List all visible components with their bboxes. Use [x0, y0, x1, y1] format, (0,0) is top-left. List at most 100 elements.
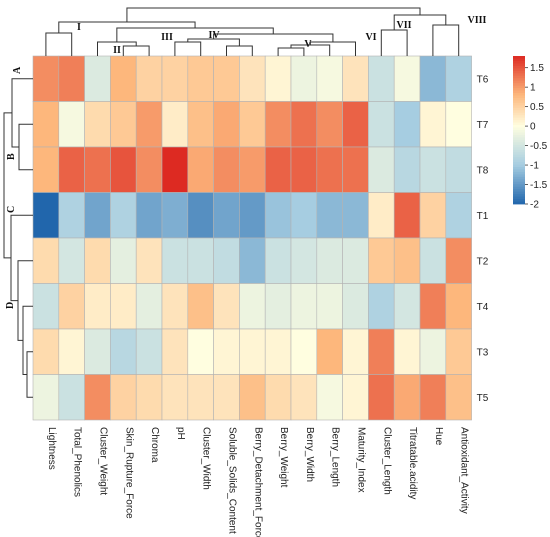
dendrogram-branch	[116, 27, 274, 42]
heatmap-cell-T1-Berry_Width	[290, 192, 318, 239]
legend-color-step	[513, 181, 525, 185]
column-label: Berry_Width	[304, 427, 315, 482]
heatmap-cell-T2-Cluster_Weight	[84, 237, 111, 284]
heatmap-cell-T8-Total_Phenolics	[58, 146, 85, 193]
legend-color-step	[513, 199, 525, 202]
heatmap-cell-T5-Antioxidant_Activity	[445, 374, 472, 421]
heatmap-cell-T1-Berry_Weight	[264, 192, 292, 239]
row-label: T1	[477, 211, 489, 222]
legend-color-step	[513, 117, 525, 121]
row-dendrogram	[3, 78, 33, 398]
heatmap-cell-T6-Soluble_Solids_Content	[213, 55, 240, 102]
legend-color-step	[513, 149, 525, 153]
heatmap-cell-T6-Cluster_Width	[187, 55, 214, 102]
column-label: pH	[175, 427, 186, 440]
column-cluster-label: VI	[365, 32, 376, 43]
row-label: T8	[477, 165, 489, 176]
heatmap-cell-T7-Cluster_Weight	[84, 101, 111, 148]
column-cluster-label: I	[77, 22, 81, 33]
heatmap-cell-T7-Berry_Weight	[264, 101, 292, 148]
legend-color-step	[513, 171, 525, 175]
heatmap-cell-T6-Cluster_Length	[368, 55, 395, 102]
legend-color-step	[513, 179, 525, 183]
legend-tick-label: 1	[530, 83, 536, 94]
legend-color-step	[513, 137, 525, 141]
column-label: Cluster_Length	[381, 427, 392, 495]
heatmap-cell-T3-pH	[161, 328, 189, 375]
heatmap-cell-T5-Lightness	[32, 374, 60, 421]
dendrogram-branch	[380, 29, 408, 56]
column-label: Berry_Detachment_Force	[252, 427, 263, 537]
heatmap-cell-T2-pH	[161, 237, 189, 284]
heatmap-cell-T5-Soluble_Solids_Content	[213, 374, 240, 421]
legend-color-step	[513, 189, 525, 193]
legend-color-step	[513, 157, 525, 160]
heatmap-cell-T4-Chroma	[135, 283, 163, 330]
heatmap-cell-T3-Berry_Length	[316, 328, 343, 375]
legend-color-step	[513, 169, 525, 173]
heatmap-cell-T6-Berry_Detachment_Force	[239, 55, 266, 102]
column-cluster-label: III	[161, 32, 173, 43]
heatmap-cell-T3-Maturity_Index	[342, 328, 369, 375]
legend-color-step	[513, 154, 525, 158]
heatmap-cell-T4-Berry_Detachment_Force	[239, 283, 266, 330]
legend-color-step	[513, 105, 525, 109]
legend-color-step	[513, 115, 525, 119]
heatmap-cell-T6-Cluster_Weight	[84, 55, 111, 102]
heatmap-cell-T8-Berry_Width	[290, 146, 318, 193]
legend-color-step	[513, 139, 525, 143]
legend-color-step	[513, 159, 525, 163]
legend-tick-label: -2	[530, 200, 539, 211]
legend-color-step	[513, 164, 525, 168]
row-label: T2	[477, 256, 489, 267]
heatmap-cell-T4-Skin_Rupture_Force	[110, 283, 137, 330]
heatmap-cell-T5-Chroma	[135, 374, 163, 421]
heatmap-cell-T5-Maturity_Index	[342, 374, 369, 421]
heatmap-cell-T4-Soluble_Solids_Content	[213, 283, 240, 330]
legend-color-step	[513, 83, 525, 86]
heatmap-cell-T6-Hue	[419, 55, 447, 102]
dendrogram-branch	[22, 305, 33, 375]
legend-color-step	[513, 174, 525, 178]
column-labels: Lightness Total_Phenolics Cluster_Weight Sk…	[46, 427, 470, 537]
heatmap-cell-T7-Berry_Length	[316, 101, 343, 148]
heatmap-cell-T7-Maturity_Index	[342, 101, 369, 148]
column-cluster-label: V	[304, 39, 312, 50]
heatmap-cell-T8-Berry_Detachment_Force	[239, 146, 266, 193]
row-cluster-label: D	[5, 302, 16, 309]
heatmap-cell-T2-Berry_Weight	[264, 237, 292, 284]
heatmap-cell-T3-Berry_Weight	[264, 328, 292, 375]
row-label: T5	[477, 393, 489, 404]
heatmap-cell-T6-Skin_Rupture_Force	[110, 55, 137, 102]
heatmap-cell-T8-Berry_Weight	[264, 146, 292, 193]
heatmap-cell-T8-Cluster_Weight	[84, 146, 111, 193]
legend-color-step	[513, 102, 525, 106]
column-label: Soluble_Solids_Content	[227, 427, 238, 534]
heatmap-cell-T2-Maturity_Index	[342, 237, 369, 284]
heatmap-cell-T6-pH	[161, 55, 189, 102]
heatmap-cell-T8-Chroma	[135, 146, 163, 193]
dendrogram-branch	[213, 33, 334, 42]
heatmap-cell-T5-Titratable.acidity	[393, 374, 421, 421]
dendrogram-branch	[277, 47, 305, 56]
heatmap-cell-T4-Berry_Width	[290, 283, 318, 330]
legend-color-step	[513, 70, 525, 74]
legend-color-step	[513, 186, 525, 190]
legend-color-step	[513, 80, 525, 84]
heatmap-cell-T6-Antioxidant_Activity	[445, 55, 472, 102]
heatmap-cell-T1-Chroma	[135, 192, 163, 239]
heatmap-cell-T8-Cluster_Width	[187, 146, 214, 193]
dendrogram-branch	[10, 214, 33, 302]
heatmap-cell-T6-Lightness	[32, 55, 60, 102]
dendrogram-branch	[17, 260, 33, 341]
heatmap-cell-T6-Maturity_Index	[342, 55, 369, 102]
column-label: Lightness	[46, 427, 57, 470]
heatmap-cell-T4-Antioxidant_Activity	[445, 283, 472, 330]
legend-color-step	[513, 78, 525, 82]
column-label: Cluster_Weight	[98, 427, 109, 495]
heatmap-cell-T1-Titratable.acidity	[393, 192, 421, 239]
legend-color-step	[513, 120, 525, 123]
heatmap-cell-T8-Hue	[419, 146, 447, 193]
heatmap-cell-T7-Titratable.acidity	[393, 101, 421, 148]
